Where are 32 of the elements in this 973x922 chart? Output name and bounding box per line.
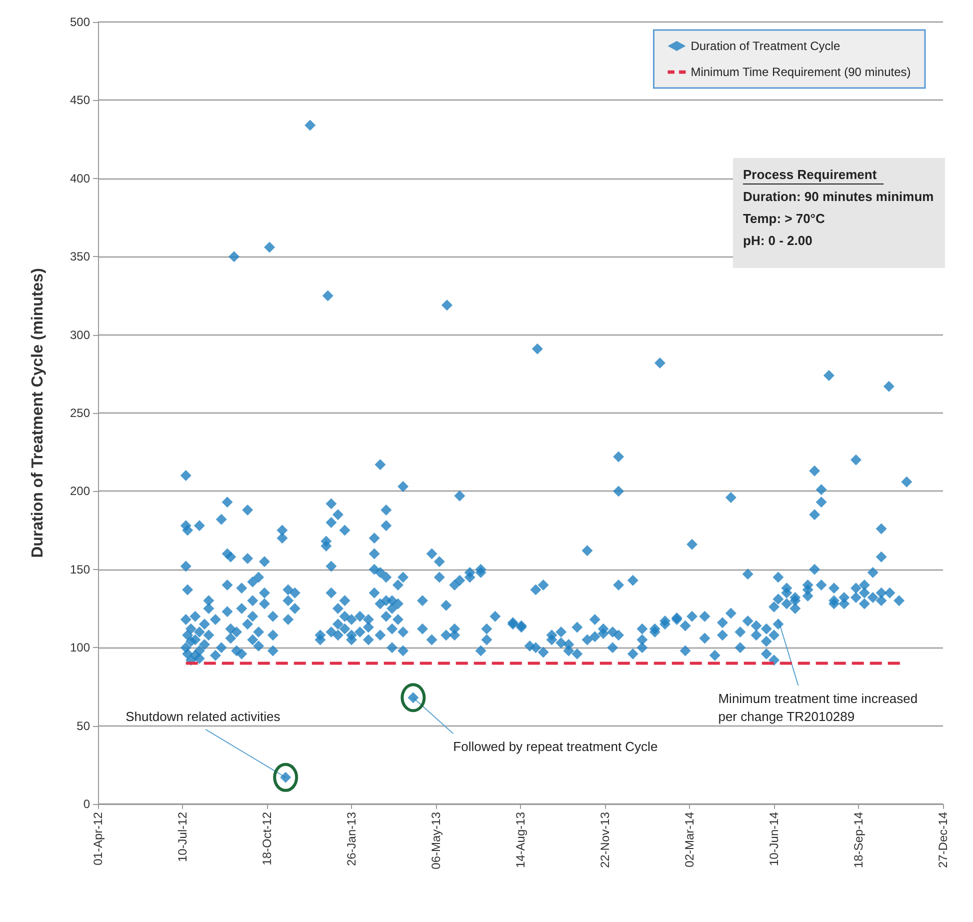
y-tick-label: 100 bbox=[70, 640, 90, 655]
x-tick-label: 22-Nov-13 bbox=[598, 812, 612, 868]
annotation: Minimum treatment time increased per change TR2010289 bbox=[718, 690, 918, 724]
y-tick-label: 200 bbox=[70, 484, 90, 498]
y-tick-label: 150 bbox=[70, 562, 90, 576]
y-tick-label: 300 bbox=[70, 328, 90, 342]
legend-label: Minimum Time Requirement (90 minutes) bbox=[690, 65, 911, 79]
x-tick-label: 10-Jun-14 bbox=[767, 812, 781, 866]
x-tick-label: 06-May-13 bbox=[429, 812, 443, 870]
x-tick-label: 26-Jan-13 bbox=[344, 812, 358, 866]
annotation: Process Requirement bbox=[743, 167, 878, 182]
y-tick-label: 450 bbox=[70, 93, 90, 108]
annotation: Shutdown related activities bbox=[126, 708, 281, 724]
x-tick-label: 18-Oct-12 bbox=[260, 812, 274, 866]
y-tick-label: 0 bbox=[83, 797, 90, 811]
x-tick-label: 27-Dec-14 bbox=[936, 812, 950, 868]
x-tick-label: 14-Aug-13 bbox=[514, 812, 528, 868]
annotation: Followed by repeat treatment Cycle bbox=[453, 739, 658, 754]
y-tick-label: 500 bbox=[70, 15, 90, 29]
legend-label: Duration of Treatment Cycle bbox=[690, 39, 840, 53]
y-tick-label: 350 bbox=[70, 250, 90, 264]
y-tick-label: 50 bbox=[76, 718, 90, 733]
x-tick-label: 10-Jul-12 bbox=[176, 812, 190, 862]
annotation: pH: 0 - 2.00 bbox=[743, 233, 812, 248]
annotation: Duration: 90 minutes minimum bbox=[743, 189, 934, 204]
y-axis-title: Duration of Treatment Cycle (minutes) bbox=[30, 268, 46, 558]
y-tick-label: 400 bbox=[70, 171, 90, 186]
annotation: Temp: > 70°C bbox=[743, 211, 826, 226]
x-tick-label: 01-Apr-12 bbox=[91, 812, 105, 866]
y-tick-label: 250 bbox=[70, 406, 90, 420]
x-tick-label: 18-Sep-14 bbox=[852, 812, 866, 868]
x-tick-label: 02-Mar-14 bbox=[682, 812, 696, 868]
